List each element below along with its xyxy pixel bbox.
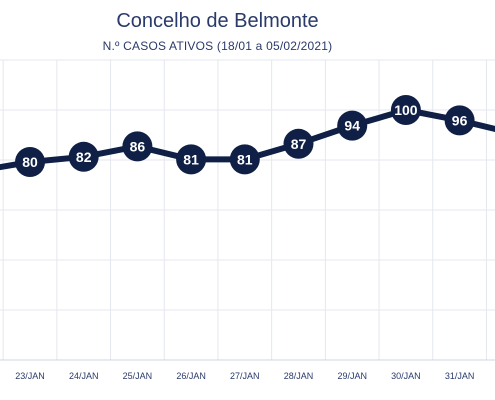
x-tick-label: 31/JAN [445, 371, 475, 381]
data-point-marker [337, 110, 368, 141]
chart-title: Concelho de Belmonte [116, 10, 319, 32]
x-tick-label: 30/JAN [391, 371, 421, 381]
grid [0, 59, 495, 360]
data-label: 86 [130, 138, 146, 154]
x-tick-label: 28/JAN [284, 371, 314, 381]
x-tick-label: 25/JAN [123, 371, 153, 381]
data-point-marker [15, 147, 45, 177]
x-tick-label: 24/JAN [69, 371, 99, 381]
data-label: 94 [344, 118, 360, 134]
data-point-marker [176, 144, 207, 175]
data-point-marker [229, 144, 260, 175]
x-tick-label: 26/JAN [176, 371, 206, 381]
x-tick-label: 23/JAN [15, 371, 45, 381]
data-point-marker [122, 131, 153, 162]
data-label: 100 [394, 102, 418, 118]
x-tick-label: 29/JAN [337, 371, 367, 381]
data-label: 81 [183, 151, 199, 167]
data-point-marker [444, 105, 475, 136]
data-label: 82 [76, 149, 92, 165]
chart-subtitle: N.º CASOS ATIVOS (18/01 a 05/02/2021) [102, 39, 333, 53]
data-point-marker [390, 95, 421, 125]
data-point-marker [68, 141, 99, 172]
x-tick-label: 27/JAN [230, 371, 260, 381]
data-label: 87 [291, 136, 307, 152]
data-label: 96 [452, 112, 468, 128]
data-label: 80 [22, 154, 38, 170]
data-label: 81 [237, 151, 253, 167]
data-point-marker [283, 128, 314, 159]
